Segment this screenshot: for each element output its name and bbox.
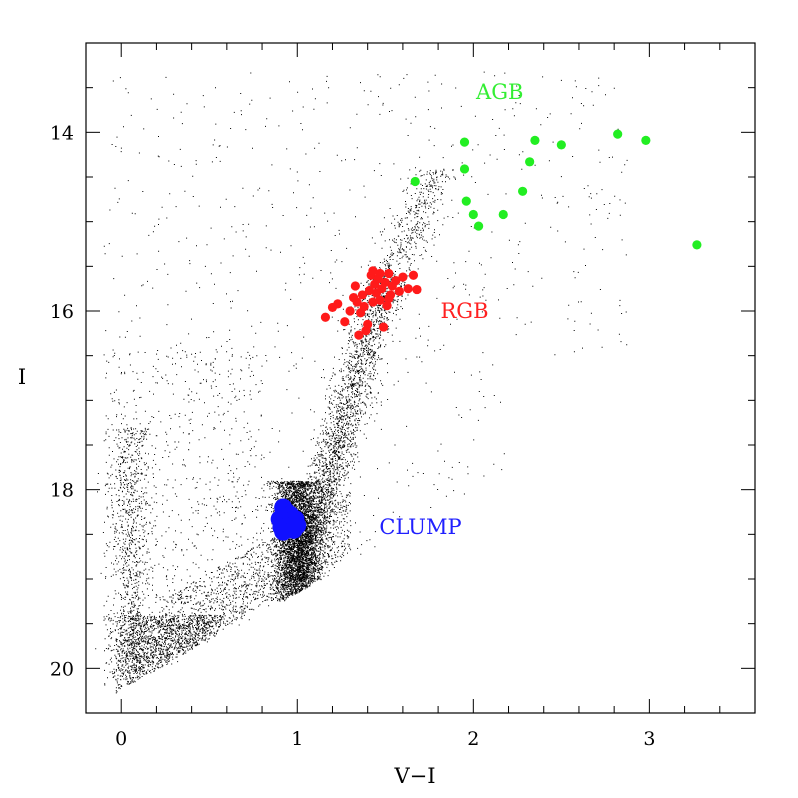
x-tick-label: 3 — [643, 728, 655, 750]
rgb-point — [352, 297, 362, 307]
x-axis-label: V−I — [393, 764, 435, 788]
rgb-point — [375, 295, 385, 305]
rgb-point — [391, 276, 401, 286]
plot-frame — [85, 42, 756, 714]
y-tick-label: 14 — [50, 122, 74, 144]
region-labels: AGB RGB CLUMP — [379, 80, 523, 539]
y-tick-label: 16 — [50, 301, 74, 323]
highlighted-series — [270, 129, 702, 541]
y-tick-label: 18 — [50, 480, 74, 502]
rgb-point — [382, 301, 392, 311]
label-rgb: RGB — [440, 299, 488, 323]
rgb-point — [357, 290, 368, 300]
agb-point — [613, 129, 623, 139]
rgb-point — [375, 268, 385, 279]
axis-tick-labels: 0 1 2 3 14 16 18 20 — [50, 122, 656, 750]
rgb-point — [364, 285, 375, 296]
rgb-point — [359, 301, 369, 312]
rgb-point — [350, 281, 360, 291]
rgb-point — [368, 297, 378, 307]
y-tick-label: 20 — [50, 658, 74, 680]
rgb-point — [394, 286, 404, 296]
agb-point — [525, 157, 535, 167]
agb-point — [692, 240, 702, 250]
series-rgb — [320, 266, 422, 340]
x-tick-label: 0 — [115, 728, 127, 750]
rgb-point — [340, 317, 350, 327]
y-axis-label: I — [18, 365, 26, 389]
series-agb — [410, 129, 702, 250]
agb-point — [410, 176, 420, 187]
agb-point — [518, 186, 528, 196]
rgb-point — [412, 284, 422, 295]
rgb-point — [403, 284, 413, 294]
rgb-point — [354, 330, 364, 340]
rgb-point — [408, 270, 419, 280]
agb-point — [530, 135, 540, 145]
axis-ticks — [85, 42, 756, 714]
agb-point — [498, 209, 508, 220]
rgb-point — [398, 272, 408, 282]
agb-point — [556, 140, 566, 150]
agb-point — [641, 135, 651, 145]
rgb-point — [384, 293, 394, 304]
agb-point — [468, 209, 478, 220]
agb-point — [461, 196, 471, 206]
field-stars — [95, 71, 628, 694]
agb-point — [473, 221, 484, 231]
rgb-point — [361, 326, 371, 336]
clump-point — [274, 522, 293, 541]
series-clump — [270, 498, 307, 541]
label-clump: CLUMP — [379, 515, 461, 539]
rgb-point — [333, 299, 343, 309]
x-tick-label: 1 — [291, 728, 303, 750]
x-tick-label: 2 — [467, 728, 479, 750]
agb-point — [459, 164, 470, 174]
rgb-point — [380, 277, 390, 288]
rgb-point — [384, 268, 394, 279]
rgb-point — [378, 322, 389, 332]
rgb-point — [320, 312, 331, 322]
label-agb: AGB — [475, 80, 523, 104]
rgb-point — [368, 266, 378, 276]
field-star-points — [95, 71, 628, 694]
rgb-point — [345, 306, 355, 316]
agb-point — [459, 137, 470, 147]
